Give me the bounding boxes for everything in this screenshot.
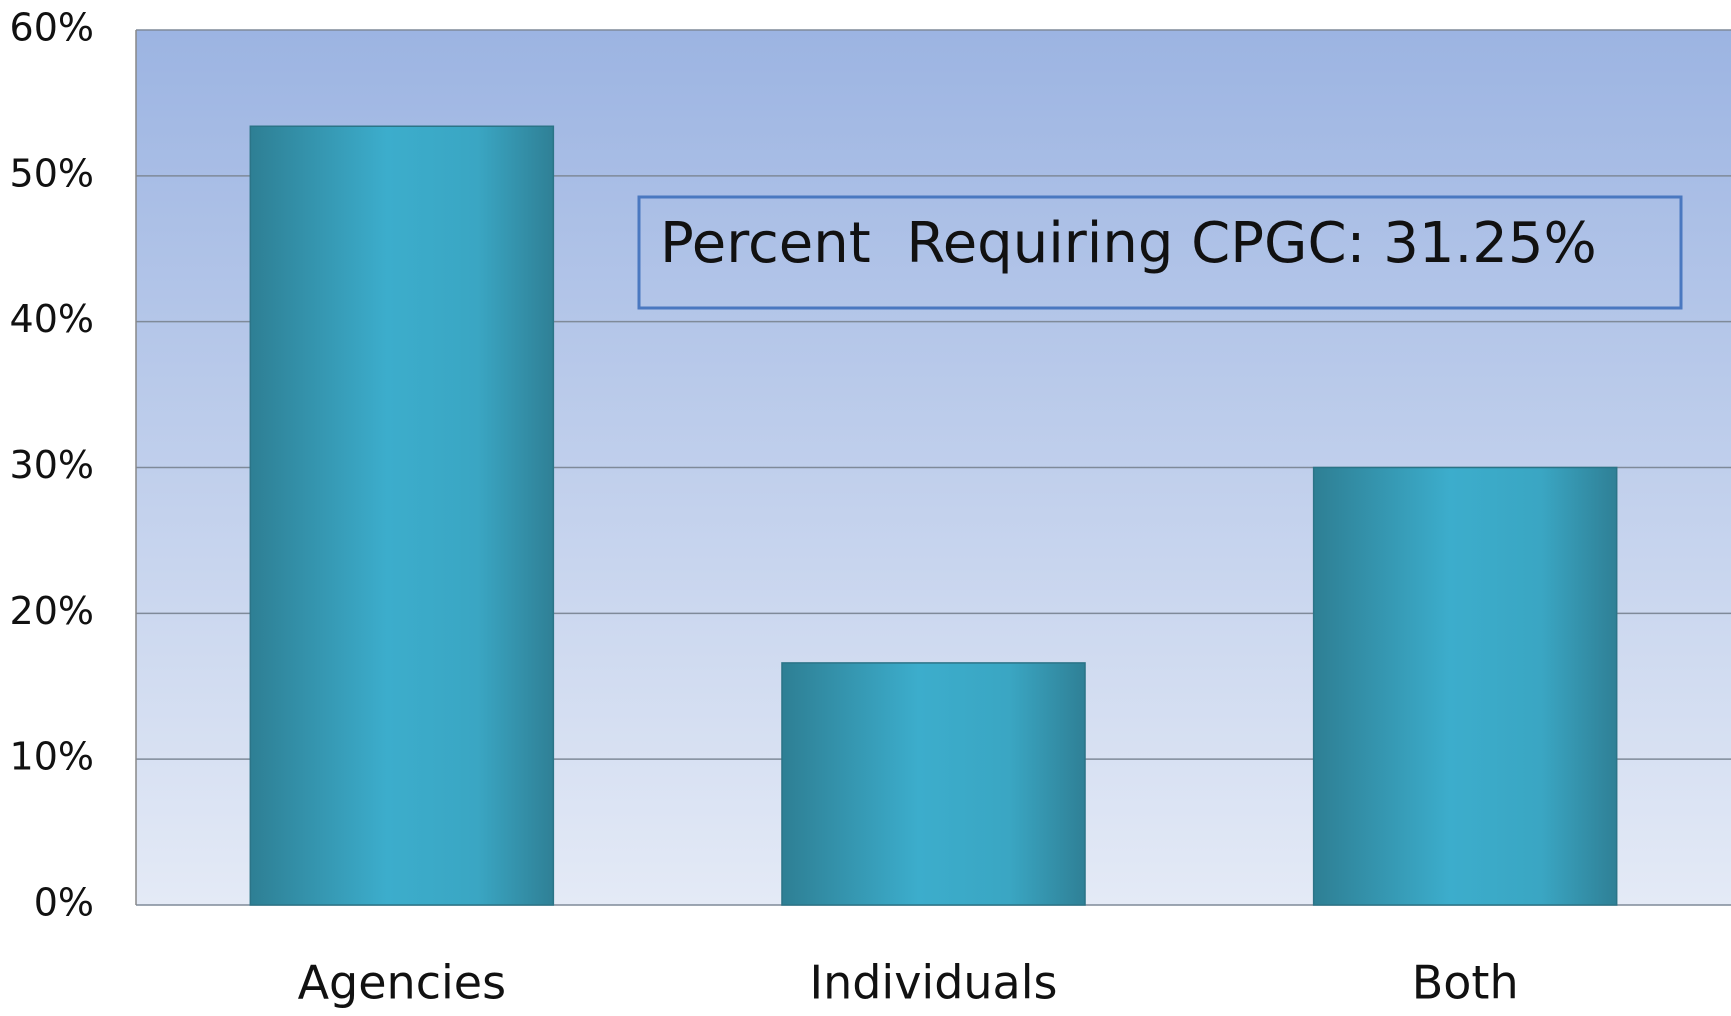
x-tick-label: Both (1412, 956, 1519, 1010)
annotation: Percent Requiring CPGC: 31.25% (660, 211, 1597, 276)
bar (1312, 466, 1618, 906)
y-tick-label: 60% (10, 6, 94, 50)
bar (249, 125, 555, 906)
y-tick-label: 0% (34, 881, 94, 925)
y-tick-label: 10% (10, 735, 94, 779)
annotation-box (637, 195, 1683, 310)
x-tick-label: Agencies (298, 956, 506, 1010)
bar (781, 662, 1086, 906)
y-tick-label: 20% (10, 589, 94, 633)
y-tick-label: 30% (10, 443, 94, 487)
y-tick-label: 40% (10, 297, 94, 341)
y-tick-label: 50% (10, 151, 94, 195)
x-tick-label: Individuals (810, 956, 1058, 1010)
